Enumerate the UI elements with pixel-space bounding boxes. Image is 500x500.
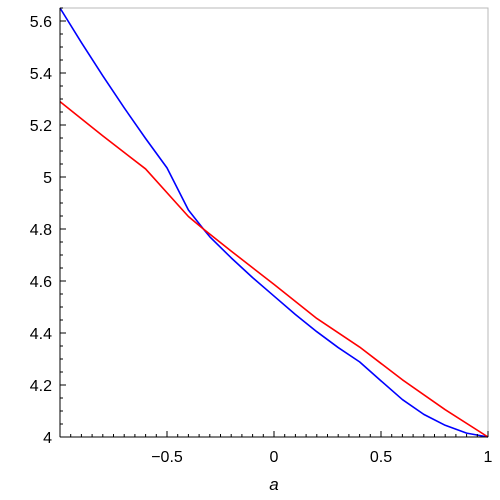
y-tick-label: 5.4 [30, 66, 52, 83]
x-tick-label: 0 [270, 449, 279, 466]
series-layer [59, 7, 489, 438]
y-tick-label: 4.4 [30, 326, 52, 343]
x-tick-label: 0.5 [370, 449, 392, 466]
y-tick-label: 5.6 [30, 14, 52, 31]
y-tick-label: 4.8 [30, 222, 52, 239]
x-tick-label: 1 [484, 449, 493, 466]
y-tick-label: 4 [43, 430, 52, 447]
series-line-1 [59, 7, 489, 438]
y-tick-label: 5.2 [30, 118, 52, 135]
series-line-2 [59, 100, 489, 438]
axes-layer [59, 8, 488, 438]
ticks-layer: 4 4.2 4.4 4.6 4.8 5 5.2 5.4 5.6 −0.5 0 0.5 1 [30, 7, 493, 466]
x-tick-label: −0.5 [151, 449, 183, 466]
y-tick-label: 4.2 [30, 378, 52, 395]
y-tick-label: 5 [43, 170, 52, 187]
y-tick-label: 4.6 [30, 274, 52, 291]
x-axis-label: a [269, 475, 278, 494]
plot-frame [59, 7, 489, 438]
